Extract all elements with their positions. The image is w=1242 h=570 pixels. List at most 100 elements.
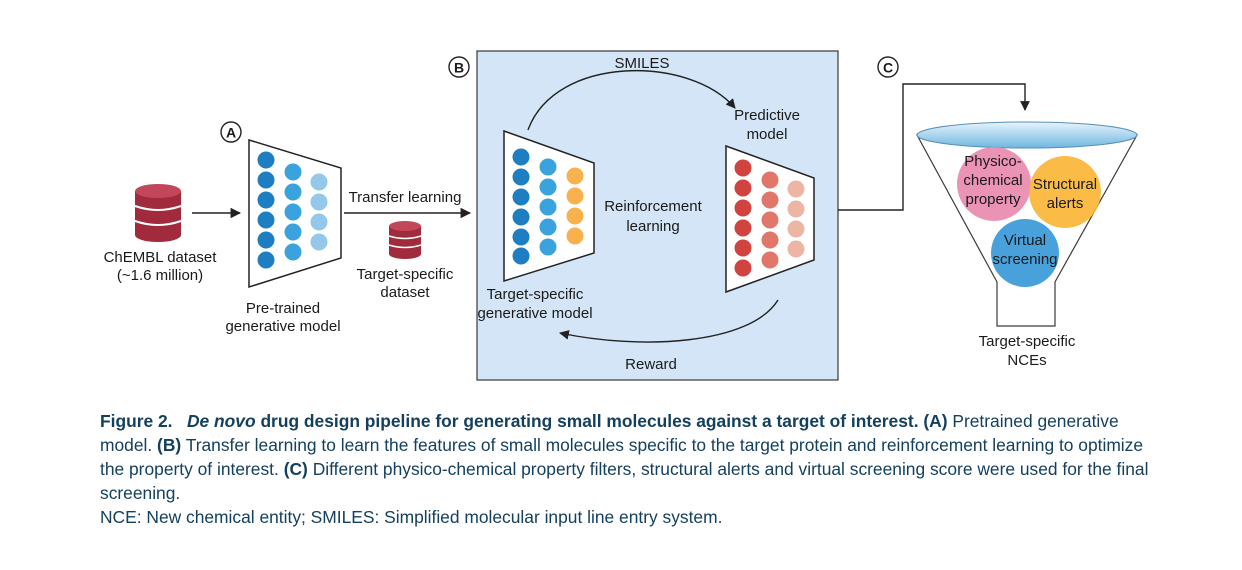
caption-b-text: Transfer learning to learn the features … <box>100 435 1144 479</box>
caption-a-text: Pretrained generative model. <box>100 411 1119 455</box>
node <box>539 178 557 196</box>
panel-a: A ChEMBL dataset (~1.6 million) <box>104 121 472 335</box>
node <box>512 247 530 265</box>
structural-alerts-circle <box>1029 156 1101 228</box>
node <box>734 199 752 217</box>
pretrained-label-line1: Pre-trained <box>246 300 320 317</box>
panel-b: B SMILES Predictive model Reinforcement … <box>448 50 839 381</box>
node <box>761 171 779 189</box>
node <box>761 191 779 209</box>
node <box>566 187 584 205</box>
panel-a-label: A <box>226 125 236 141</box>
caption-a-label: (A) <box>923 411 948 431</box>
node <box>284 183 302 201</box>
node <box>539 158 557 176</box>
reinforcement-label-line2: learning <box>626 218 679 235</box>
node <box>512 148 530 166</box>
node <box>787 220 805 238</box>
node <box>787 240 805 258</box>
panel-b-label: B <box>454 60 464 76</box>
node <box>566 227 584 245</box>
target-generative-label-line2: generative model <box>477 305 592 322</box>
figure-caption: Figure 2. De novo drug design pipeline f… <box>100 409 1160 529</box>
panel-c-label: C <box>883 60 893 76</box>
node <box>566 167 584 185</box>
predictive-nodes <box>734 159 805 277</box>
caption-c-label: (C) <box>283 459 308 479</box>
physico-label-line1: Physico- <box>964 153 1022 170</box>
node <box>512 188 530 206</box>
target-dataset-label-line2: dataset <box>380 284 430 301</box>
pipeline-diagram: A ChEMBL dataset (~1.6 million) <box>104 50 1139 381</box>
node <box>284 203 302 221</box>
node <box>257 191 275 209</box>
node <box>310 173 328 191</box>
node <box>734 179 752 197</box>
pretrained-nodes <box>257 151 328 269</box>
node <box>787 200 805 218</box>
target-dataset-icon <box>388 221 422 259</box>
node <box>539 198 557 216</box>
node <box>257 251 275 269</box>
node <box>512 168 530 186</box>
node <box>257 211 275 229</box>
virtual-label-line2: screening <box>992 251 1057 268</box>
reward-arrow <box>559 299 779 343</box>
funnel-top-opening <box>916 121 1138 149</box>
node <box>566 207 584 225</box>
predictive-label-line1: Predictive <box>734 107 800 124</box>
node <box>310 213 328 231</box>
node <box>284 223 302 241</box>
node <box>257 151 275 169</box>
node <box>310 193 328 211</box>
node <box>761 211 779 229</box>
caption-paragraph: Figure 2. De novo drug design pipeline f… <box>100 409 1160 505</box>
caption-c-text: Different physico-chemical property filt… <box>100 459 1149 503</box>
structural-label-line2: alerts <box>1047 195 1084 212</box>
node <box>539 238 557 256</box>
virtual-screening-circle <box>991 219 1059 287</box>
node <box>284 243 302 261</box>
structural-label-line1: Structural <box>1033 176 1097 193</box>
caption-abbreviations: NCE: New chemical entity; SMILES: Simpli… <box>100 507 723 527</box>
target-generative-label-line1: Target-specific <box>487 286 584 303</box>
panel-c: C Physico- chemical property Structural … <box>838 56 1139 369</box>
node <box>734 259 752 277</box>
transfer-learning-label: Transfer learning <box>349 189 462 206</box>
node <box>787 180 805 198</box>
node <box>284 163 302 181</box>
smiles-arrow <box>527 69 736 131</box>
node <box>310 233 328 251</box>
predictive-label-line2: model <box>747 126 788 143</box>
smiles-label: SMILES <box>614 55 669 72</box>
nces-label-line1: Target-specific <box>979 333 1076 350</box>
nces-label-line2: NCEs <box>1007 352 1046 369</box>
node <box>734 239 752 257</box>
node <box>734 219 752 237</box>
node <box>761 251 779 269</box>
chembl-label-line2: (~1.6 million) <box>117 267 203 284</box>
node <box>512 228 530 246</box>
node <box>539 218 557 236</box>
caption-title: drug design pipeline for generating smal… <box>260 411 919 431</box>
chembl-label-line1: ChEMBL dataset <box>104 249 218 266</box>
node <box>512 208 530 226</box>
reinforcement-label-line1: Reinforcement <box>604 198 702 215</box>
virtual-label-line1: Virtual <box>1004 232 1046 249</box>
panel-b-badge <box>448 56 470 78</box>
target-dataset-label-line1: Target-specific <box>357 266 454 283</box>
caption-b-label: (B) <box>157 435 182 455</box>
pretrained-label-line2: generative model <box>225 318 340 335</box>
reward-label: Reward <box>625 356 677 373</box>
node <box>257 171 275 189</box>
figure-label: Figure 2. <box>100 411 173 431</box>
node <box>734 159 752 177</box>
chembl-database-icon <box>134 184 182 242</box>
physico-label-line3: property <box>965 191 1021 208</box>
physico-label-line2: chemical <box>963 172 1022 189</box>
caption-title-italic: De novo <box>186 411 256 431</box>
to-funnel-connector <box>838 83 1030 211</box>
node <box>257 231 275 249</box>
panel-c-badge <box>877 56 899 78</box>
target-generative-nodes <box>512 148 584 265</box>
